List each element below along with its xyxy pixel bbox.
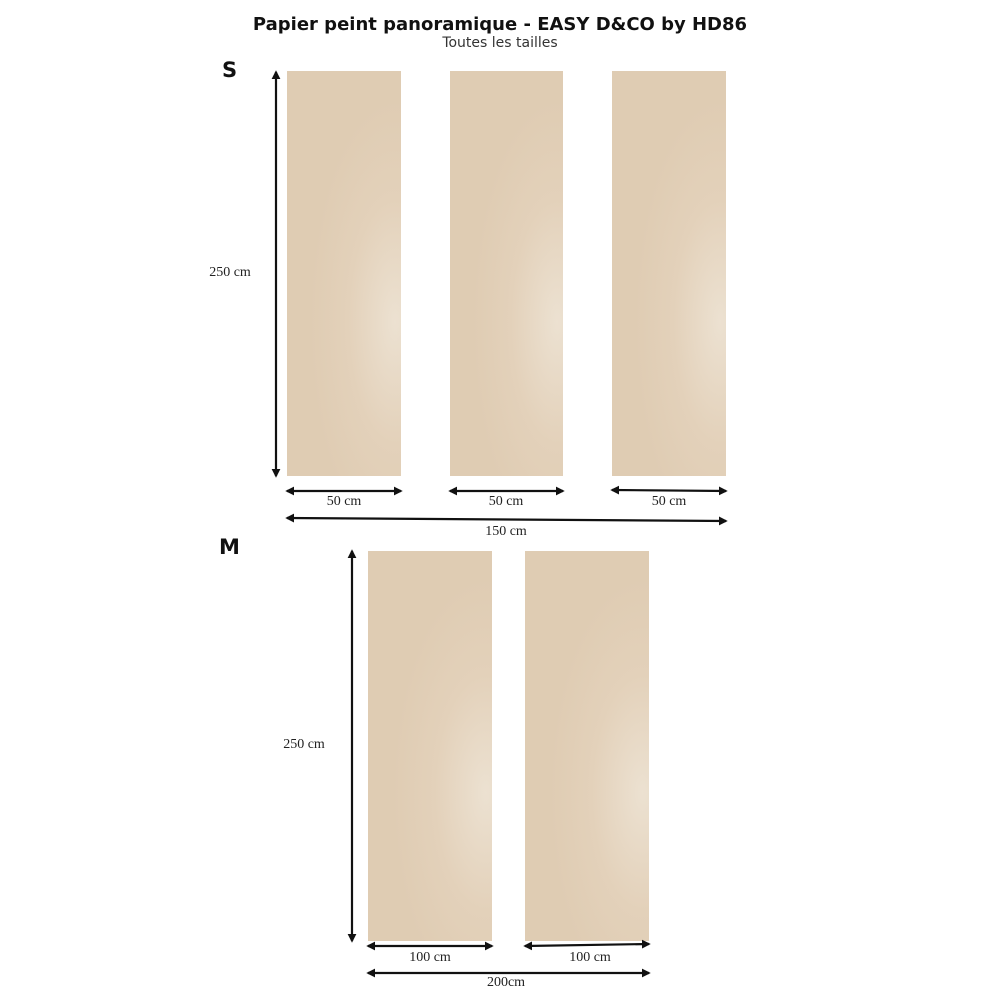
size-m-total-width-label: 200cm (486, 975, 526, 990)
size-s-panel-3-width-arrow (610, 485, 728, 496)
size-m-panel-2 (525, 551, 649, 941)
size-s-panel-2-width-label: 50 cm (488, 494, 524, 509)
size-m-panel-1 (368, 551, 492, 941)
size-m-label: M (219, 535, 240, 559)
size-m-panel-2-width-label: 100 cm (569, 950, 611, 965)
size-m-panel-1-width-label: 100 cm (409, 950, 451, 965)
size-s-panel-3 (612, 71, 726, 476)
size-s-total-width-label: 150 cm (485, 524, 527, 539)
page-subtitle: Toutes les tailles (442, 35, 558, 51)
page-title: Papier peint panoramique - EASY D&CO by … (252, 14, 748, 35)
size-s-label: S (222, 58, 238, 82)
size-s-panel-1-width-label: 50 cm (326, 494, 362, 509)
size-m-height-label: 250 cm (283, 737, 325, 752)
size-s-panel-2 (450, 71, 563, 476)
size-s-panel-3-width-label: 50 cm (651, 494, 687, 509)
size-m-panel-2-width-arrow (523, 939, 651, 951)
size-s-total-width-arrow (285, 513, 728, 526)
size-s-height-label: 250 cm (209, 265, 251, 280)
size-s-panel-1 (287, 71, 401, 476)
